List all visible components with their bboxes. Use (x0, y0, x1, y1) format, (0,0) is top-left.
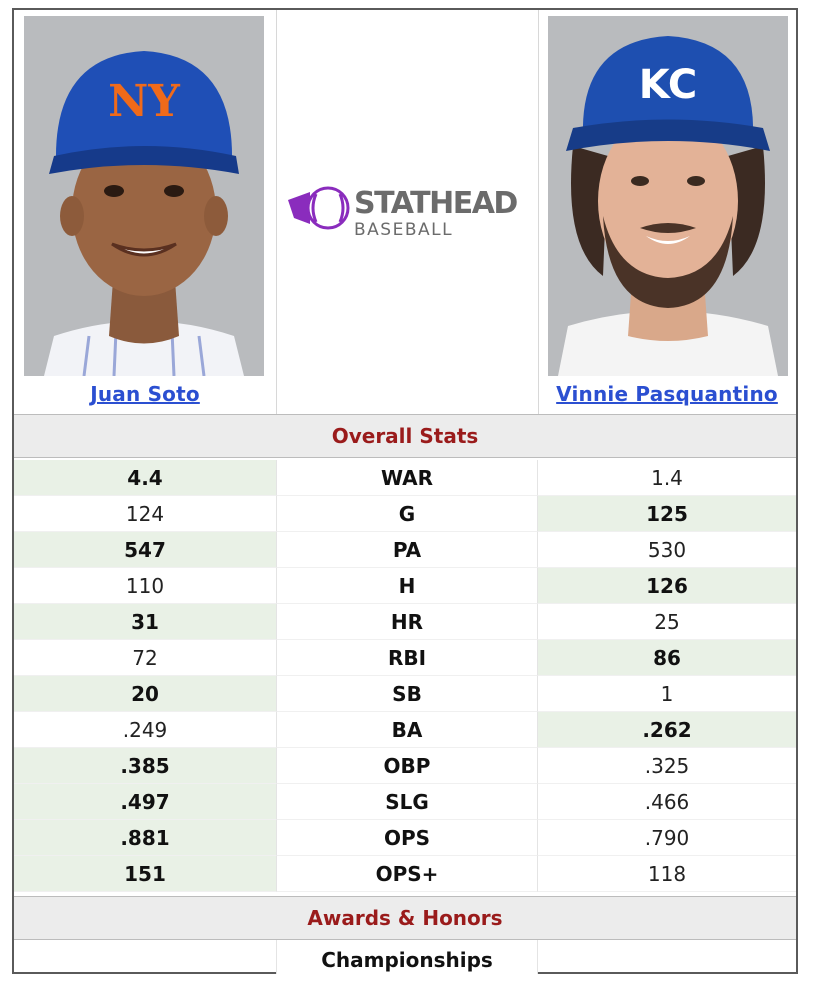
stat-left-value: 110 (14, 568, 276, 604)
stat-label: PA (276, 532, 538, 568)
right-player-portrait-image: KC (548, 16, 788, 376)
stat-label: HR (276, 604, 538, 640)
stat-label: SB (276, 676, 538, 712)
left-player-column: NY Juan Soto (14, 10, 277, 414)
stat-right-value: 118 (538, 856, 796, 892)
championships-right-cell (538, 940, 796, 976)
left-player-headshot: NY (24, 16, 264, 376)
stat-left-value: .497 (14, 784, 276, 820)
mets-cap-logo: NY (108, 76, 180, 127)
player-link-left[interactable]: Juan Soto (90, 382, 200, 406)
stats-table: 4.4 WAR 1.4 124 G 125 547 PA 530 110 H 126 31 HR 25 72 R… (14, 460, 796, 892)
stat-label: OPS+ (276, 856, 538, 892)
player-link-right[interactable]: Vinnie Pasquantino (556, 382, 778, 406)
stat-row: 124 G 125 (14, 496, 796, 532)
stat-row: 72 RBI 86 (14, 640, 796, 676)
stat-left-value: 72 (14, 640, 276, 676)
stat-label: SLG (276, 784, 538, 820)
stat-left-value: .249 (14, 712, 276, 748)
stat-left-value: 547 (14, 532, 276, 568)
stat-right-value: 125 (538, 496, 796, 532)
stat-right-value: .325 (538, 748, 796, 784)
right-player-headshot: KC (548, 16, 788, 376)
stat-row: 151 OPS+ 118 (14, 856, 796, 892)
stat-right-value: .790 (538, 820, 796, 856)
stathead-baseball-icon (288, 186, 350, 230)
stat-left-value: 4.4 (14, 460, 276, 496)
stat-label: OPS (276, 820, 538, 856)
stat-left-value: 124 (14, 496, 276, 532)
right-player-column: KC Vinnie Pasquantino (538, 10, 796, 414)
stat-label: RBI (276, 640, 538, 676)
stat-right-value: .262 (538, 712, 796, 748)
section-header-awards: Awards & Honors (14, 896, 796, 940)
stat-label: H (276, 568, 538, 604)
stat-left-value: 20 (14, 676, 276, 712)
logo-brand-text: STATHEAD (354, 186, 518, 221)
stat-left-value: .385 (14, 748, 276, 784)
royals-cap-logo: KC (639, 62, 698, 108)
stathead-baseball-logo[interactable]: STATHEAD BASEBALL (286, 178, 531, 240)
stat-left-value: 151 (14, 856, 276, 892)
stat-row: 547 PA 530 (14, 532, 796, 568)
stat-row: 4.4 WAR 1.4 (14, 460, 796, 496)
stat-left-value: 31 (14, 604, 276, 640)
championships-label: Championships (276, 940, 538, 974)
stat-right-value: 1.4 (538, 460, 796, 496)
stat-row: .249 BA .262 (14, 712, 796, 748)
stat-left-value: .881 (14, 820, 276, 856)
stat-row: 20 SB 1 (14, 676, 796, 712)
comparison-card: NY Juan Soto STATHEAD BASEBALL (12, 8, 798, 974)
stat-right-value: 1 (538, 676, 796, 712)
stat-label: G (276, 496, 538, 532)
logo-sub-text: BASEBALL (354, 220, 454, 240)
championships-row: Championships (14, 940, 796, 974)
stat-right-value: 530 (538, 532, 796, 568)
players-header: NY Juan Soto STATHEAD BASEBALL (14, 10, 796, 414)
stat-row: 110 H 126 (14, 568, 796, 604)
stat-right-value: 126 (538, 568, 796, 604)
championships-left-cell (14, 940, 276, 976)
section-header-overall-stats: Overall Stats (14, 414, 796, 458)
stat-right-value: 86 (538, 640, 796, 676)
stat-row: .497 SLG .466 (14, 784, 796, 820)
stat-label: WAR (276, 460, 538, 496)
stat-right-value: 25 (538, 604, 796, 640)
stat-row: .881 OPS .790 (14, 820, 796, 856)
stat-right-value: .466 (538, 784, 796, 820)
stat-row: .385 OBP .325 (14, 748, 796, 784)
left-player-portrait-image: NY (24, 16, 264, 376)
stat-label: BA (276, 712, 538, 748)
center-logo-column: STATHEAD BASEBALL (276, 10, 539, 414)
stat-row: 31 HR 25 (14, 604, 796, 640)
stat-label: OBP (276, 748, 538, 784)
